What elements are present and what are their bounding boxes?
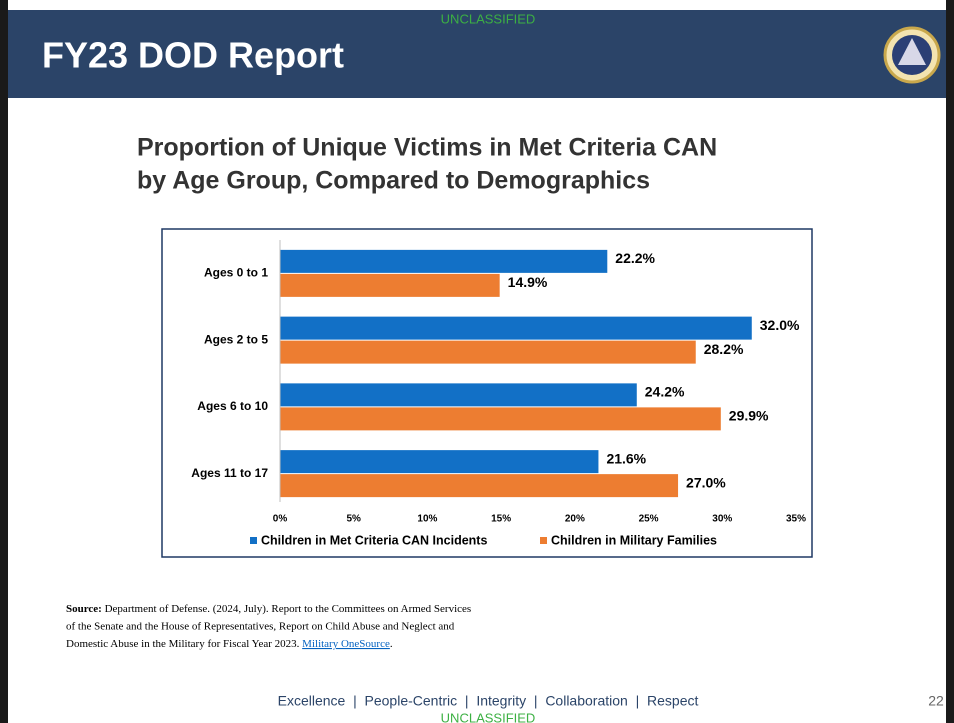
- x-tick-label: 35%: [786, 514, 806, 525]
- legend-label: Children in Met Criteria CAN Incidents: [261, 533, 487, 547]
- bar: [280, 273, 500, 297]
- bar: [280, 383, 637, 407]
- source-line: Domestic Abuse in the Military for Fisca…: [66, 638, 393, 650]
- bar: [280, 340, 696, 364]
- source-text: Domestic Abuse in the Military for Fisca…: [66, 638, 302, 650]
- y-tick-label: Ages 6 to 10: [197, 399, 268, 413]
- value-label: 32.0%: [760, 317, 800, 333]
- left-border: [0, 0, 8, 723]
- value-label: 14.9%: [508, 274, 548, 290]
- x-tick-label: 20%: [565, 514, 585, 525]
- x-tick-label: 0%: [273, 514, 288, 525]
- chart: Ages 0 to 1 22.2% 14.9% Ages 2 to 5 32.0% 28.…: [191, 240, 806, 547]
- slide-title: FY23 DOD Report: [42, 35, 344, 76]
- y-tick-label: Ages 2 to 5: [204, 332, 268, 346]
- bar: [280, 249, 608, 273]
- value-label: 27.0%: [686, 474, 726, 490]
- x-tick-label: 25%: [639, 514, 659, 525]
- bar: [280, 474, 679, 498]
- bar: [280, 407, 721, 431]
- source-link[interactable]: Military OneSource: [302, 638, 390, 650]
- value-label: 24.2%: [645, 384, 685, 400]
- bar: [280, 316, 752, 340]
- legend-label: Children in Military Families: [551, 533, 717, 547]
- y-tick-label: Ages 0 to 1: [204, 266, 268, 280]
- page-number: 22: [928, 693, 944, 709]
- x-tick-label: 5%: [346, 514, 361, 525]
- header-band: [8, 10, 946, 98]
- value-label: 22.2%: [615, 250, 655, 266]
- source-text: Department of Defense. (2024, July). Rep…: [102, 603, 471, 615]
- x-tick-label: 15%: [491, 514, 511, 525]
- classification-top: UNCLASSIFIED: [441, 11, 536, 26]
- logo: [883, 26, 941, 84]
- y-tick-label: Ages 11 to 17: [191, 466, 268, 480]
- chart-title: Proportion of Unique Victims in Met Crit…: [137, 134, 717, 162]
- right-border: [946, 0, 954, 723]
- value-label: 28.2%: [704, 341, 744, 357]
- chart-title: by Age Group, Compared to Demographics: [137, 167, 650, 195]
- legend-swatch: [540, 537, 547, 544]
- footer-values: Excellence | People-Centric | Integrity …: [278, 693, 699, 709]
- x-tick-label: 10%: [417, 514, 437, 525]
- source-line: Source: Department of Defense. (2024, Ju…: [66, 603, 471, 615]
- bar: [280, 450, 599, 474]
- source-end: .: [390, 638, 393, 650]
- value-label: 21.6%: [606, 450, 646, 466]
- source-text: of the Senate and the House of Represent…: [66, 621, 455, 633]
- classification-bottom: UNCLASSIFIED: [441, 710, 536, 723]
- x-tick-label: 30%: [712, 514, 732, 525]
- legend-swatch: [250, 537, 257, 544]
- value-label: 29.9%: [729, 408, 769, 424]
- source-label: Source:: [66, 603, 102, 615]
